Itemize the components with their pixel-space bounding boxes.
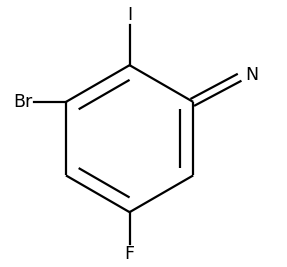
Text: N: N	[245, 66, 258, 84]
Text: I: I	[127, 6, 132, 23]
Text: Br: Br	[13, 93, 33, 111]
Text: F: F	[125, 245, 135, 263]
